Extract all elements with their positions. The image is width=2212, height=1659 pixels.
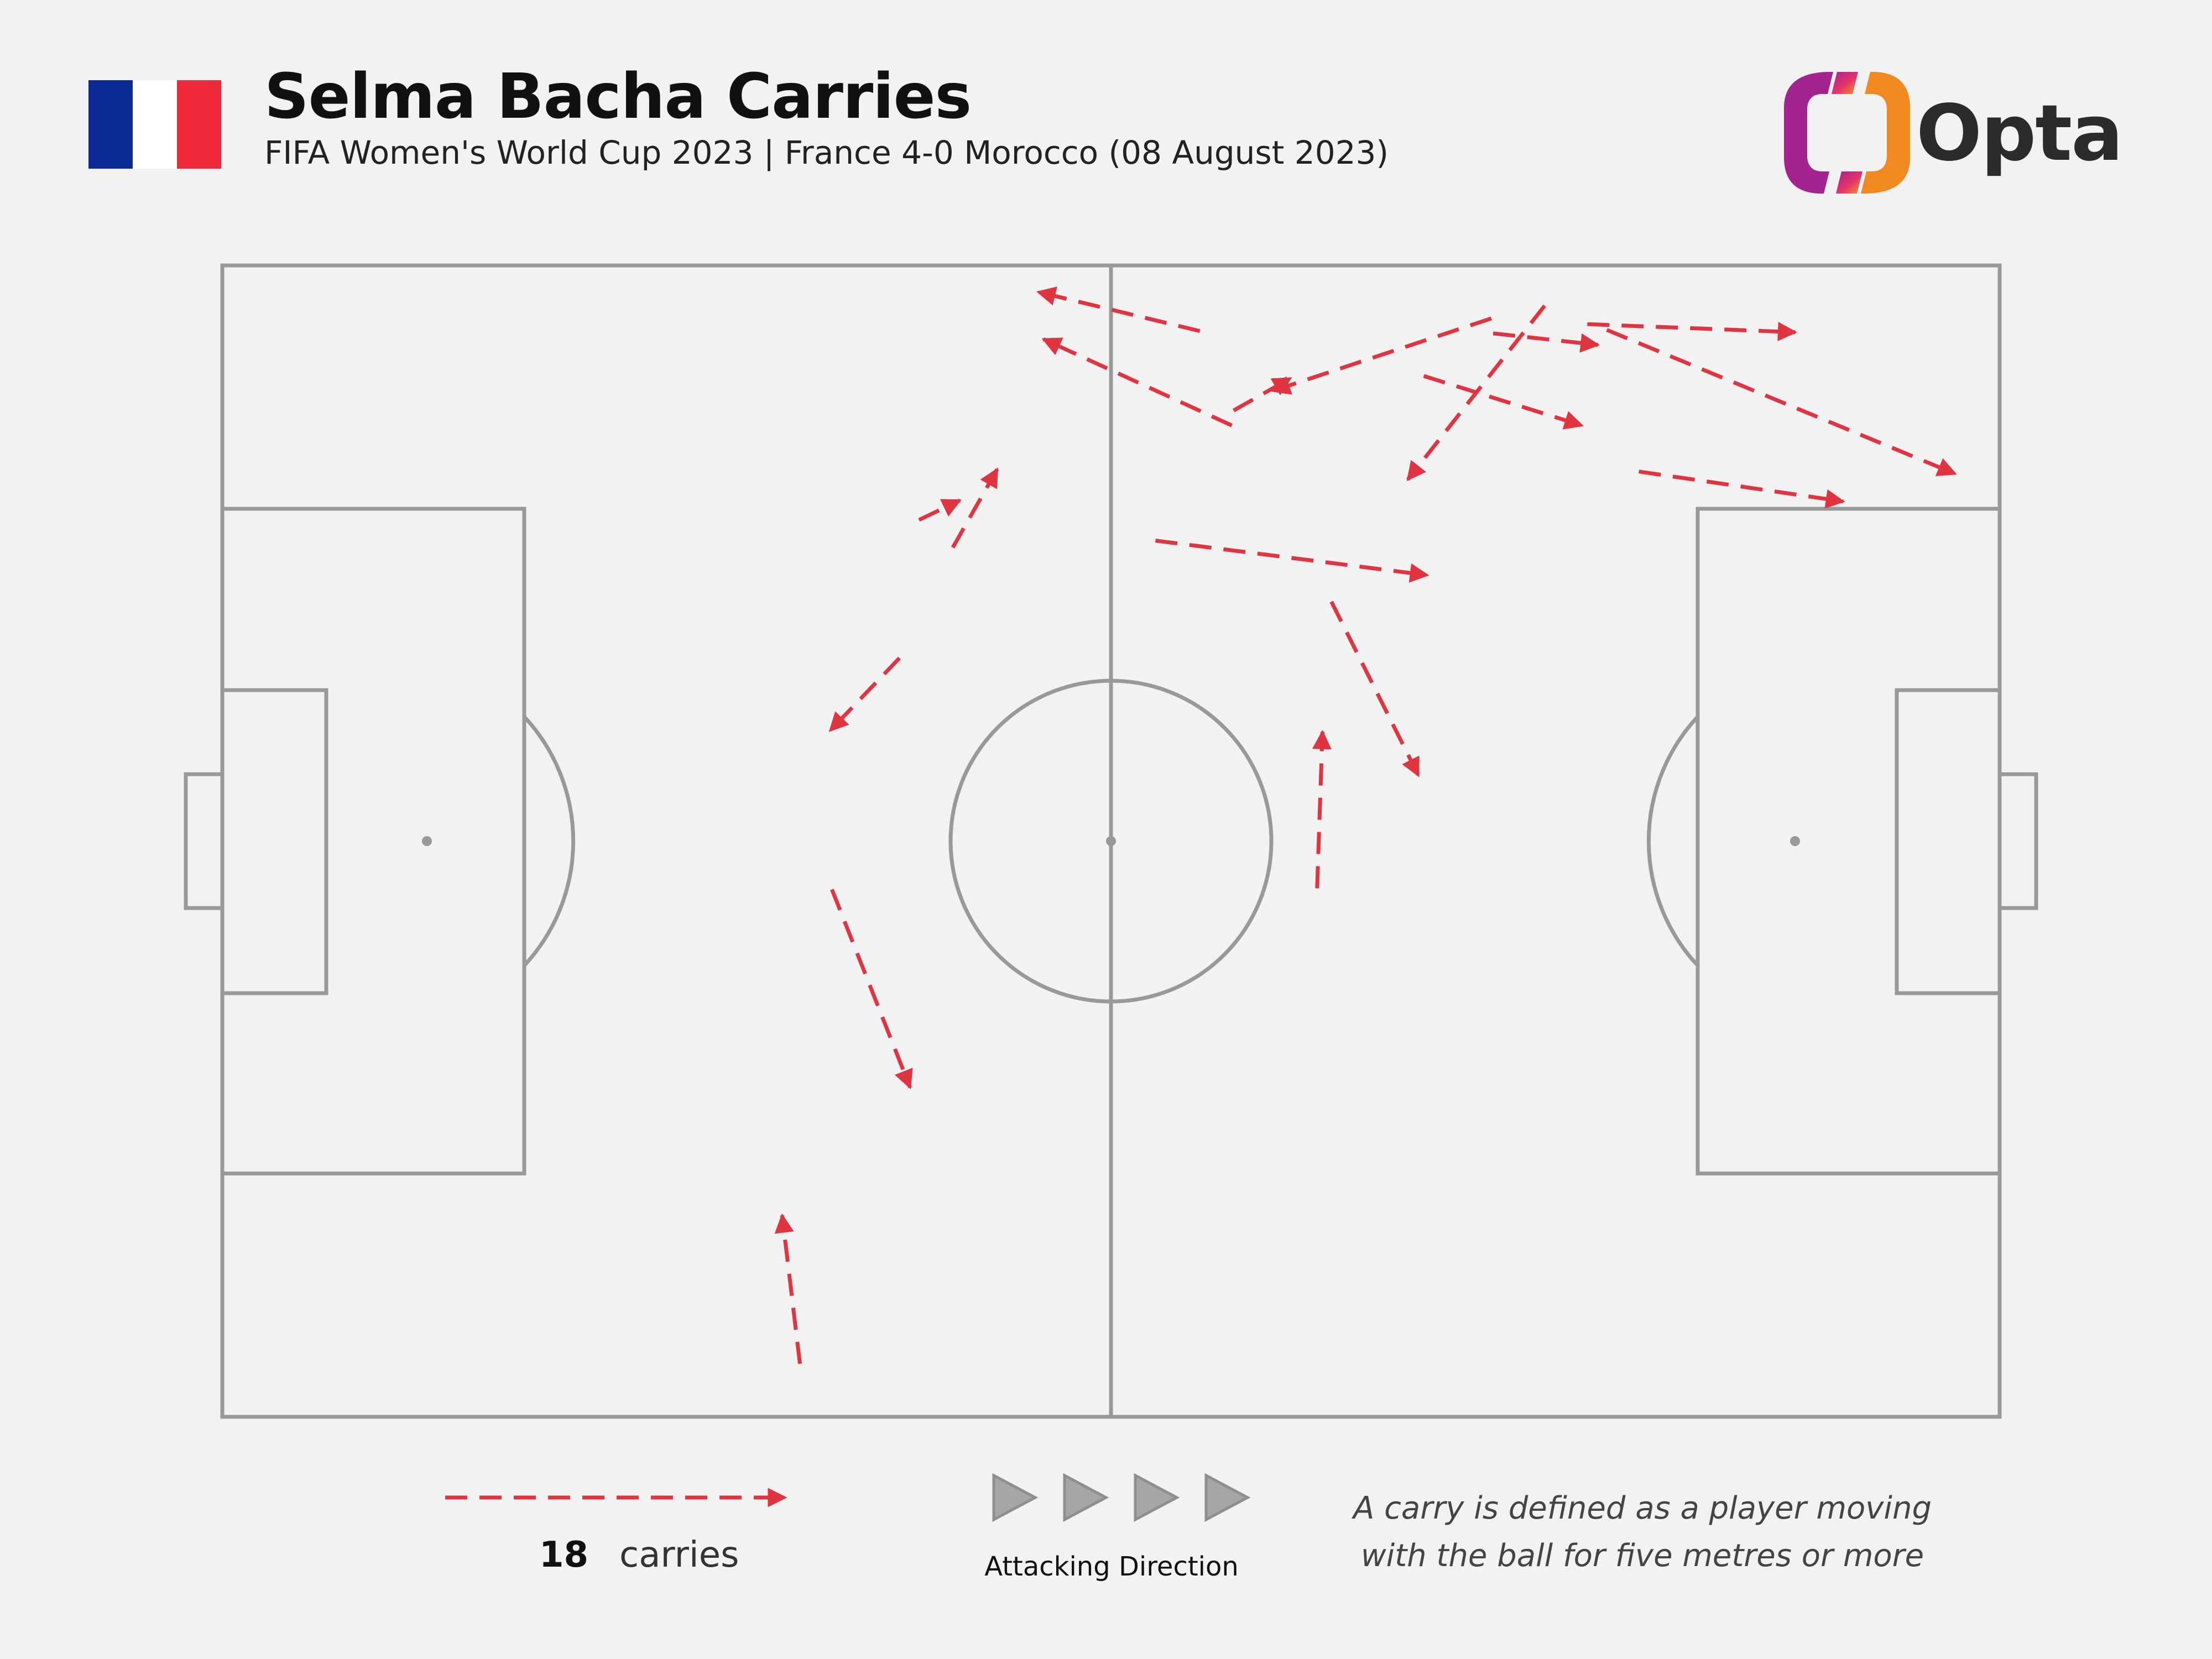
attack-triangle-icon <box>992 1473 1039 1522</box>
right-penalty-box <box>1695 507 2002 1176</box>
carry-arrow-4 <box>1233 376 1292 413</box>
flag-stripe-white <box>133 80 177 169</box>
right-six-yard-box <box>1895 688 2002 995</box>
carry-arrow-17 <box>830 889 913 1089</box>
note-line-1: A carry is defined as a player moving <box>1353 1490 1932 1526</box>
carry-arrow-8 <box>1493 331 1600 353</box>
carry-arrow-14 <box>1329 601 1421 778</box>
chart-title: Selma Bacha Carries <box>264 61 972 133</box>
pitch-spots <box>422 836 1800 846</box>
left-goal <box>184 772 225 910</box>
carry-arrow-10 <box>1587 322 1797 342</box>
attacking-direction-label: Attacking Direction <box>984 1551 1239 1582</box>
carry-arrow-3 <box>1041 337 1233 427</box>
chart-subtitle: FIFA Women's World Cup 2023 | France 4-0… <box>264 134 1389 171</box>
carry-arrow-9 <box>1406 304 1546 482</box>
carry-arrow-6 <box>951 467 999 549</box>
centre-spot <box>1106 836 1116 846</box>
opta-logo-icon <box>1784 72 1910 194</box>
flag-stripe-red <box>177 80 221 169</box>
carry-arrow-13 <box>1155 539 1430 583</box>
flag-stripe-blue <box>88 80 133 169</box>
attack-triangle-icon <box>1063 1473 1109 1522</box>
right-goal <box>1997 772 2038 910</box>
carry-arrow-15 <box>828 656 901 732</box>
legend-carry-label: carries <box>619 1535 739 1575</box>
left-six-yard-box <box>220 688 328 995</box>
attack-triangle-icon <box>1204 1473 1251 1522</box>
opta-logo-text: Opta <box>1916 88 2124 179</box>
carry-arrow-5 <box>918 498 962 522</box>
carry-arrow-18 <box>774 1213 802 1364</box>
france-flag-icon <box>88 80 221 169</box>
carry-arrow-1 <box>1036 286 1201 333</box>
attack-triangle-icon <box>1134 1473 1180 1522</box>
right-penalty-arc <box>1646 715 1699 967</box>
left-penalty-spot <box>422 836 432 846</box>
carry-arrow-16 <box>1312 729 1332 889</box>
carry-arrow-7 <box>1423 374 1584 430</box>
carry-definition-note: A carry is defined as a player moving wi… <box>1338 1485 1947 1580</box>
carry-arrow-11 <box>1606 328 1957 476</box>
centre-circle <box>948 679 1274 1004</box>
carry-arrows <box>774 286 1957 1364</box>
opta-logo: Opta <box>1775 61 2129 205</box>
carry-arrow-12 <box>1639 469 1845 509</box>
left-penalty-box <box>220 507 526 1176</box>
right-penalty-spot <box>1790 836 1800 846</box>
carry-arrow-2 <box>1271 316 1492 395</box>
attacking-direction-icon <box>992 1473 1251 1522</box>
left-penalty-arc <box>523 715 576 967</box>
note-line-2: with the ball for five metres or more <box>1360 1538 1924 1574</box>
legend-carry-count: 18 <box>539 1535 589 1575</box>
